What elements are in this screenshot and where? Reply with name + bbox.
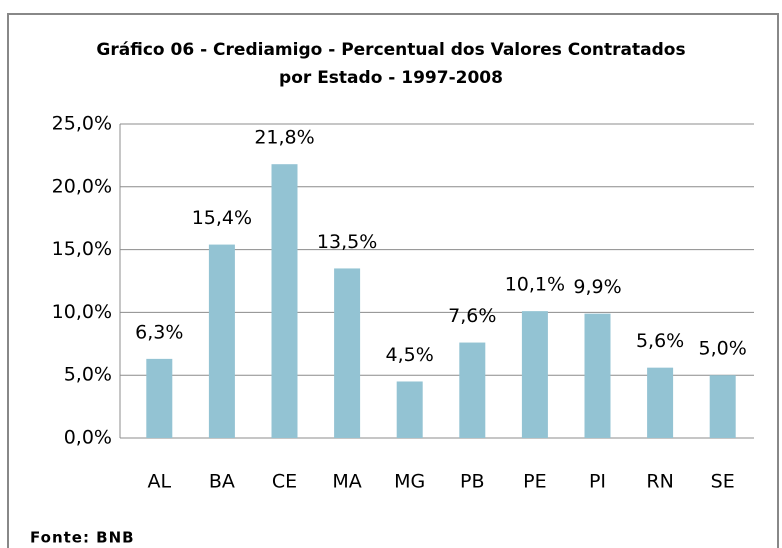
data-label: 9,9% [573,276,621,298]
data-label: 15,4% [192,207,252,229]
chart-title: Gráfico 06 - Crediamigo - Percentual dos… [96,40,685,60]
y-tick-label: 5,0% [64,364,112,386]
x-tick-label: PI [589,471,606,493]
chart-frame [7,13,779,548]
bar [647,367,674,438]
bar [584,313,611,438]
y-tick-label: 25,0% [52,113,112,135]
y-tick-label: 0,0% [64,427,112,449]
x-tick-label: PB [460,471,485,493]
data-label: 5,0% [699,338,747,360]
x-tick-label: MG [394,471,425,493]
bar [459,342,486,438]
bar [396,381,423,438]
data-label: 21,8% [254,127,314,149]
data-label: 4,5% [386,344,434,366]
x-tick-label: MA [332,471,361,493]
y-tick-label: 20,0% [52,175,112,197]
bar [334,268,361,438]
data-label: 13,5% [317,231,377,253]
source-note: Fonte: BNB [30,529,135,547]
data-label: 10,1% [505,274,565,296]
x-tick-label: AL [148,471,172,493]
x-tick-label: CE [272,471,297,493]
bar [208,244,235,438]
data-label: 5,6% [636,330,684,352]
y-tick-label: 15,0% [52,238,112,260]
x-tick-label: PE [523,471,546,493]
bar [146,358,173,438]
chart-title: por Estado - 1997-2008 [279,68,503,88]
bar [709,375,736,438]
x-tick-label: SE [711,471,735,493]
bar [521,311,548,438]
y-tick-label: 10,0% [52,301,112,323]
bar [271,164,298,438]
x-tick-label: BA [209,471,235,493]
x-tick-label: RN [646,471,673,493]
data-label: 7,6% [448,305,496,327]
data-label: 6,3% [135,321,183,343]
